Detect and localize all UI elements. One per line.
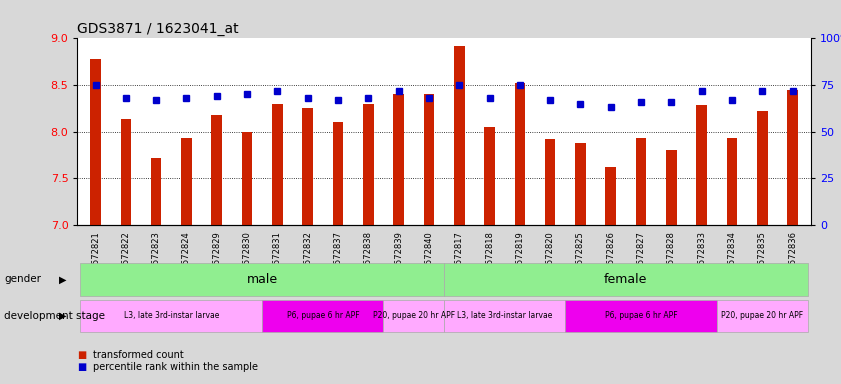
- Text: transformed count: transformed count: [93, 350, 183, 360]
- Bar: [757, 111, 768, 225]
- Bar: [333, 122, 343, 225]
- Bar: [363, 104, 373, 225]
- Text: female: female: [604, 273, 648, 286]
- Bar: [636, 138, 647, 225]
- Text: gender: gender: [4, 274, 41, 285]
- Bar: [272, 104, 283, 225]
- Bar: [666, 150, 677, 225]
- Text: P6, pupae 6 hr APF: P6, pupae 6 hr APF: [605, 311, 677, 320]
- Text: L3, late 3rd-instar larvae: L3, late 3rd-instar larvae: [457, 311, 553, 320]
- Text: GDS3871 / 1623041_at: GDS3871 / 1623041_at: [77, 22, 239, 36]
- Bar: [120, 119, 131, 225]
- Text: P6, pupae 6 hr APF: P6, pupae 6 hr APF: [287, 311, 359, 320]
- Bar: [696, 106, 707, 225]
- Bar: [484, 127, 495, 225]
- Text: P20, pupae 20 hr APF: P20, pupae 20 hr APF: [722, 311, 803, 320]
- Bar: [394, 94, 404, 225]
- Text: ■: ■: [77, 362, 87, 372]
- Bar: [787, 89, 798, 225]
- Text: ■: ■: [77, 350, 87, 360]
- Bar: [241, 132, 252, 225]
- Text: percentile rank within the sample: percentile rank within the sample: [93, 362, 257, 372]
- Text: ▶: ▶: [60, 311, 66, 321]
- Text: ▶: ▶: [60, 274, 66, 285]
- Bar: [515, 83, 525, 225]
- Bar: [151, 157, 161, 225]
- Bar: [575, 143, 585, 225]
- Bar: [727, 138, 738, 225]
- Text: development stage: development stage: [4, 311, 105, 321]
- Bar: [606, 167, 616, 225]
- Bar: [545, 139, 555, 225]
- Bar: [454, 46, 464, 225]
- Bar: [424, 94, 434, 225]
- Bar: [303, 108, 313, 225]
- Bar: [90, 59, 101, 225]
- Text: L3, late 3rd-instar larvae: L3, late 3rd-instar larvae: [124, 311, 219, 320]
- Text: male: male: [246, 273, 278, 286]
- Bar: [211, 115, 222, 225]
- Text: P20, pupae 20 hr APF: P20, pupae 20 hr APF: [373, 311, 455, 320]
- Bar: [181, 138, 192, 225]
